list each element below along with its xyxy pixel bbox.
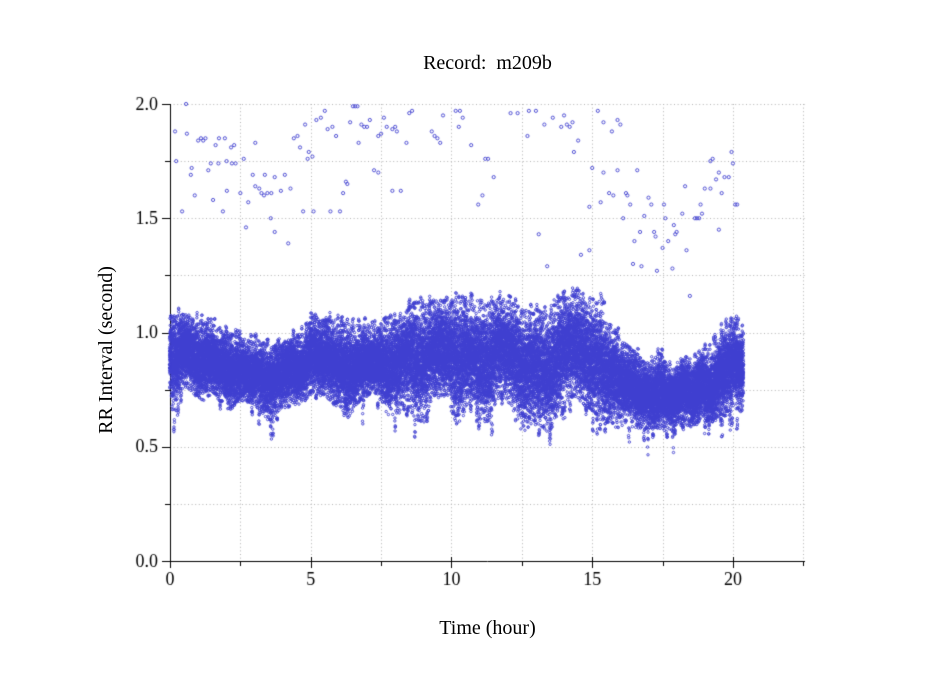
y-axis-label: RR Interval (second) xyxy=(95,266,117,434)
x-axis-label: Time (hour) xyxy=(439,617,536,639)
chart-title: Record: m209b xyxy=(423,52,552,74)
